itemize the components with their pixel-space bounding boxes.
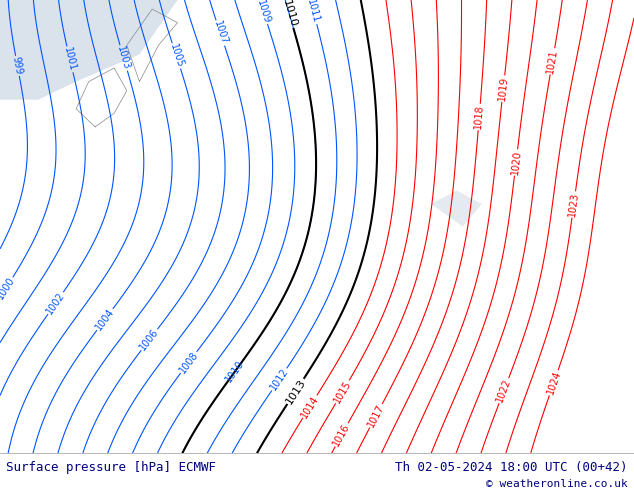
Text: 1016: 1016: [332, 422, 352, 448]
Text: 1005: 1005: [168, 43, 185, 69]
Text: 1001: 1001: [62, 47, 77, 73]
Text: 1022: 1022: [495, 377, 513, 404]
Text: 1012: 1012: [268, 367, 290, 392]
Text: Surface pressure [hPa] ECMWF: Surface pressure [hPa] ECMWF: [6, 461, 216, 474]
Polygon shape: [431, 191, 482, 226]
Text: 1023: 1023: [567, 192, 580, 218]
Text: 1011: 1011: [306, 0, 321, 24]
Text: 1000: 1000: [0, 275, 16, 301]
Text: 1006: 1006: [138, 327, 161, 352]
Text: 1014: 1014: [299, 393, 321, 420]
Polygon shape: [0, 0, 178, 99]
Text: 1024: 1024: [545, 369, 562, 396]
Text: 1004: 1004: [94, 307, 116, 332]
Text: 1020: 1020: [510, 149, 522, 175]
Text: 1009: 1009: [255, 0, 272, 24]
Text: Th 02-05-2024 18:00 UTC (00+42): Th 02-05-2024 18:00 UTC (00+42): [395, 461, 628, 474]
Text: 1018: 1018: [473, 104, 485, 130]
Text: 1019: 1019: [497, 76, 510, 101]
Text: 1010: 1010: [224, 358, 247, 384]
Text: 1003: 1003: [115, 45, 132, 71]
Text: 1021: 1021: [545, 49, 559, 74]
Text: 1007: 1007: [212, 20, 229, 46]
Text: 1013: 1013: [284, 377, 307, 406]
Text: © weatheronline.co.uk: © weatheronline.co.uk: [486, 480, 628, 490]
Text: 999: 999: [11, 56, 24, 76]
Text: 1017: 1017: [366, 403, 386, 429]
Text: 1002: 1002: [44, 290, 67, 316]
Text: 1010: 1010: [280, 0, 298, 28]
Text: 1015: 1015: [332, 379, 353, 405]
Text: 1008: 1008: [178, 349, 200, 375]
